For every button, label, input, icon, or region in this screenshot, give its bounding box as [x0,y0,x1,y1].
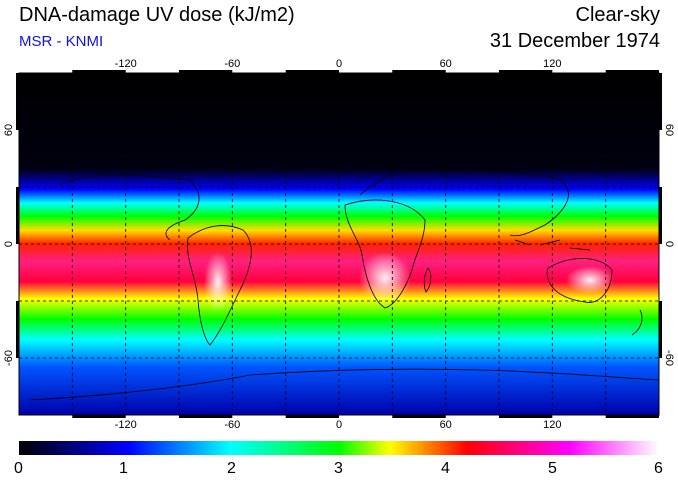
right-bar-1 [659,73,662,130]
left-bar-1 [16,73,19,130]
bottom-bar-3 [285,415,339,418]
source-label: MSR - KNMI [19,33,104,50]
top-bar-3 [285,70,339,73]
top-bar-1 [72,70,126,73]
bottom-bar-5 [499,415,553,418]
lon-label-bottom-minus60: -60 [224,419,240,431]
coastlines [29,153,660,401]
colorbar-label-4: 4 [441,460,450,477]
coast-asia [399,167,569,237]
bottom-bar-4 [392,415,446,418]
graticule [19,73,659,415]
lat-label-left-60: 60 [3,124,15,136]
colorbar [19,441,659,455]
bottom-bar-1 [72,415,126,418]
colorbar-label-1: 1 [119,460,128,477]
coast-australia [546,258,613,303]
coast-europe [319,153,396,196]
coast-africa [344,199,426,309]
hotspot-south-america [204,252,232,312]
top-bar-5 [499,70,553,73]
frame-bars [16,70,662,418]
lon-label-bottom-60: 60 [440,419,452,431]
map-title: DNA-damage UV dose (kJ/m2) [19,4,295,26]
lon-label-top-60: 60 [440,58,452,70]
coast-antarctica [29,368,660,401]
lat-label-left-minus60: -60 [3,350,15,366]
left-bar-3 [16,301,19,358]
lat-label-right-minus60: -60 [663,350,675,366]
lon-label-bottom-minus120: -120 [115,419,137,431]
lon-labels-top: -120 -60 0 60 120 [115,58,562,70]
lat-label-left-0: 0 [3,241,15,247]
colorbar-label-0: 0 [14,460,23,477]
lat-label-right-0: 0 [663,241,675,247]
lon-label-top-minus60: -60 [224,58,240,70]
coast-south-america [187,225,252,346]
colorbar-label-3: 3 [334,460,343,477]
bottom-bar-2 [179,415,233,418]
date-label: 31 December 1974 [489,30,660,52]
lon-label-top-120: 120 [543,58,561,70]
bottom-bar-6 [605,415,659,418]
lat-label-right-60: 60 [663,124,675,136]
lat-labels-left: 60 0 -60 [3,124,15,366]
top-bar-2 [179,70,233,73]
right-bar-2 [659,187,662,244]
lon-label-bottom-120: 120 [543,419,561,431]
left-bar-2 [16,187,19,244]
lon-label-bottom-0: 0 [336,419,342,431]
coast-madagascar [423,267,432,293]
lon-labels-bottom: -120 -60 0 60 120 [115,419,562,431]
right-bar-3 [659,301,662,358]
colorbar-label-6: 6 [654,460,663,477]
coast-north-america [59,174,200,241]
colorbar-label-5: 5 [548,460,557,477]
lon-label-top-minus120: -120 [115,58,137,70]
hotspot-australia [566,266,614,294]
sky-condition-label: Clear-sky [575,4,660,26]
top-bar-6 [605,70,659,73]
lon-label-top-0: 0 [336,58,342,70]
coast-new-zealand [631,309,643,336]
top-bar-4 [392,70,446,73]
lat-labels-right: 60 0 -60 [663,124,675,366]
colorbar-label-2: 2 [227,460,236,477]
